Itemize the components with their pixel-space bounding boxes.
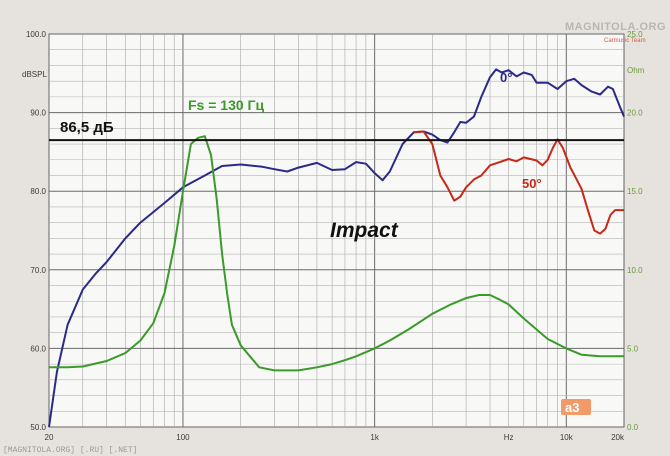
y-tick-label: 50.0: [30, 423, 46, 432]
y2-tick-label: 20.0: [627, 109, 643, 118]
y-tick-label: 90.0: [30, 109, 46, 118]
y-axis-label: dBSPL: [22, 70, 47, 79]
footer-watermark: [MAGNITOLA.ORG] [.RU] [.NET]: [3, 446, 137, 455]
plot-area: [48, 33, 625, 428]
reference-label: 86,5 дБ: [60, 119, 114, 136]
series-group: [48, 68, 625, 428]
y-tick-label: 70.0: [30, 266, 46, 275]
x-tick-label: 1k: [370, 433, 379, 442]
y2-axis-label: Ohm: [627, 66, 645, 75]
series-line-2: [49, 135, 624, 372]
axis-ticks: 100.0 90.0 80.0 70.0 60.0 50.0 25.0 20.0 15.0 10.…: [26, 30, 643, 442]
watermark-logo: MAGNITOLA.ORG Carmusic Team: [565, 21, 666, 44]
grid: [49, 34, 624, 427]
y2-tick-label: 10.0: [627, 266, 643, 275]
y-tick-label: 80.0: [30, 187, 46, 196]
product-name: Impact: [330, 219, 399, 242]
x-tick-label: 20: [45, 433, 54, 442]
svg-text:a3: a3: [565, 400, 579, 415]
series-line-1: [413, 130, 624, 235]
fs-label: Fs = 130 Гц: [188, 97, 264, 113]
y2-tick-label: 5.0: [627, 344, 639, 353]
svg-text:Carmusic Team: Carmusic Team: [604, 38, 646, 44]
y2-tick-label: 0.0: [627, 423, 639, 432]
svg-text:MAGNITOLA.ORG: MAGNITOLA.ORG: [565, 21, 666, 33]
x-tick-label: 10k: [560, 433, 574, 442]
y2-tick-label: 25.0: [627, 30, 643, 39]
y-tick-label: 60.0: [30, 344, 46, 353]
x-tick-label: 20k: [611, 433, 625, 442]
a3-logo: a3: [561, 399, 591, 415]
x-tick-label: Hz: [504, 433, 514, 442]
series-label-50deg: 50°: [522, 176, 542, 191]
y-tick-label: 100.0: [26, 30, 47, 39]
series-label-0deg: 0°: [500, 70, 512, 85]
x-tick-label: 100: [176, 433, 190, 442]
y2-tick-label: 15.0: [627, 187, 643, 196]
